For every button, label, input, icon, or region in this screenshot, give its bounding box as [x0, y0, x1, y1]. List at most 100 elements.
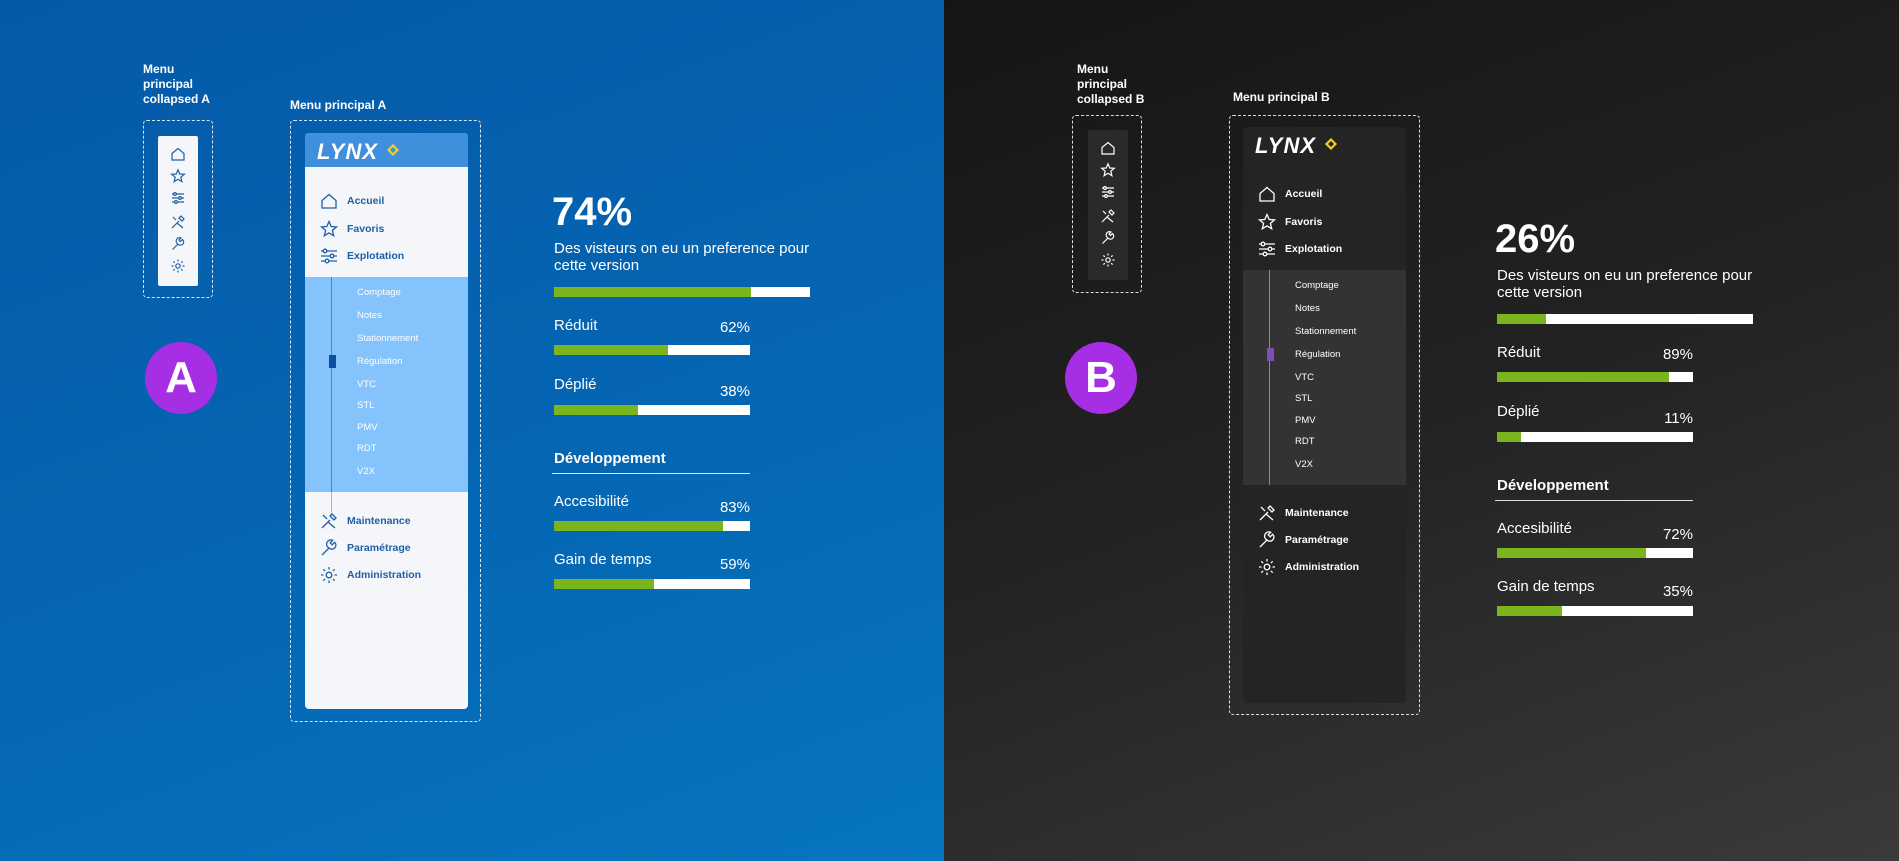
submenu-item-rdt[interactable]: RDT: [357, 443, 377, 454]
wrench-icon[interactable]: [1100, 230, 1116, 246]
menu-frame: [1229, 115, 1420, 715]
admin-gear-icon[interactable]: [170, 258, 186, 274]
menu-item-administration[interactable]: Administration: [319, 564, 421, 586]
submenu-item-regulation[interactable]: Régulation: [357, 356, 403, 367]
stat-bar-fill: [1497, 432, 1521, 442]
stat-bar-fill: [1497, 548, 1646, 558]
lynx-logo[interactable]: LYNX: [1255, 133, 1317, 158]
stat-bar-fill: [554, 521, 723, 531]
wrench-icon: [321, 539, 337, 556]
logo-mark-icon: [1325, 138, 1337, 150]
preference-description: Des visteurs on eu un preference pour ce…: [1497, 267, 1753, 301]
submenu-item-stl[interactable]: STL: [357, 400, 375, 411]
variant-b-panel: Menu principal collapsed B B Menu princi…: [944, 0, 1899, 861]
submenu-item-regulation[interactable]: Régulation: [1295, 349, 1341, 360]
stat-pct-accesibilite: 83%: [719, 499, 750, 516]
submenu-item-comptage[interactable]: Comptage: [1295, 280, 1339, 291]
submenu-item-rdt[interactable]: RDT: [1295, 436, 1315, 447]
collapsed-menu-frame: [1072, 115, 1142, 293]
home-icon: [321, 193, 337, 209]
menu-item-maintenance[interactable]: Maintenance: [319, 510, 411, 532]
section-divider: [1495, 500, 1693, 501]
submenu-item-pmv[interactable]: PMV: [357, 422, 378, 433]
submenu-item-vtc[interactable]: VTC: [357, 379, 376, 390]
preference-bar-fill: [1497, 314, 1546, 324]
stat-bar-fill: [1497, 606, 1562, 616]
submenu-item-comptage[interactable]: Comptage: [357, 287, 401, 298]
wrench-icon[interactable]: [170, 236, 186, 252]
submenu-explotation: Comptage Notes Stationnement Régulation …: [1243, 270, 1406, 485]
section-title-developpement: Développement: [554, 450, 666, 467]
sliders-icon[interactable]: [1100, 184, 1116, 200]
menu-caption: Menu principal A: [290, 98, 387, 112]
menu-header: LYNX: [1243, 127, 1406, 161]
menu-item-label: Maintenance: [1285, 507, 1349, 519]
menu-item-maintenance[interactable]: Maintenance: [1257, 502, 1349, 524]
home-icon[interactable]: [170, 146, 186, 162]
sliders-icon[interactable]: [170, 190, 186, 206]
preference-percentage: 26%: [1495, 217, 1576, 261]
submenu-line-tail: [331, 492, 332, 514]
submenu-item-notes[interactable]: Notes: [1295, 303, 1320, 314]
menu-item-explotation[interactable]: Explotation: [319, 245, 404, 267]
stat-pct-deplie: 11%: [1664, 410, 1693, 427]
home-icon: [1259, 186, 1275, 202]
admin-gear-icon[interactable]: [1100, 252, 1116, 268]
star-icon[interactable]: [1100, 162, 1116, 178]
menu-item-accueil[interactable]: Accueil: [1257, 183, 1322, 205]
variant-badge: B: [1065, 342, 1137, 414]
menu-item-administration[interactable]: Administration: [1257, 556, 1359, 578]
home-icon[interactable]: [1100, 140, 1116, 156]
menu-item-label: Explotation: [347, 250, 405, 262]
submenu-item-v2x[interactable]: V2X: [1295, 459, 1313, 470]
stats-block: 74% Des visteurs on eu un preference pou…: [552, 190, 812, 610]
main-menu-expanded: LYNX Accueil Favoris Explotation Comptag…: [305, 133, 468, 709]
section-title-developpement: Développement: [1497, 477, 1609, 494]
menu-item-explotation[interactable]: Explotation: [1257, 238, 1342, 260]
menu-item-label: Accueil: [347, 195, 385, 207]
star-icon[interactable]: [170, 168, 186, 184]
submenu-item-stl[interactable]: STL: [1295, 393, 1313, 404]
submenu-item-pmv[interactable]: PMV: [1295, 415, 1316, 426]
stat-bar-fill: [554, 345, 668, 355]
menu-item-favoris[interactable]: Favoris: [1257, 211, 1322, 233]
menu-item-label: Favoris: [347, 223, 385, 235]
stat-bar-deplie: [554, 405, 750, 415]
stat-label-accesibilite: Accesibilité: [554, 493, 630, 510]
stat-pct-gain-de-temps: 59%: [719, 556, 750, 573]
variant-badge: A: [145, 342, 217, 414]
menu-caption: Menu principal B: [1233, 90, 1330, 104]
stat-label-deplie: Déplié: [1497, 403, 1540, 420]
submenu-explotation: Comptage Notes Stationnement Régulation …: [305, 277, 468, 492]
stat-bar-fill: [554, 579, 654, 589]
logo-mark-icon: [387, 144, 399, 156]
menu-item-label: Paramétrage: [1285, 534, 1349, 546]
collapsed-menu-caption: Menu principal collapsed A: [143, 62, 210, 106]
menu-header: LYNX: [305, 133, 468, 167]
stat-label-reduit: Réduit: [554, 317, 598, 334]
submenu-item-vtc[interactable]: VTC: [1295, 372, 1314, 383]
menu-item-parametrage[interactable]: Paramétrage: [319, 537, 411, 559]
collapsed-menu-caption: Menu principal collapsed B: [1077, 62, 1145, 106]
submenu-item-stationnement[interactable]: Stationnement: [357, 333, 419, 344]
stat-label-accesibilite: Accesibilité: [1497, 520, 1573, 537]
stat-bar-gain-de-temps: [554, 579, 750, 589]
tools-icon[interactable]: [170, 214, 186, 230]
tools-icon[interactable]: [1100, 208, 1116, 224]
stat-bar-fill: [1497, 372, 1670, 382]
menu-item-label: Maintenance: [347, 515, 411, 527]
variant-a-panel: Menu principal collapsed A A Menu princi…: [0, 0, 944, 861]
submenu-item-stationnement[interactable]: Stationnement: [1295, 326, 1357, 337]
admin-gear-icon: [1259, 559, 1275, 575]
star-icon: [319, 219, 339, 238]
stat-bar-reduit: [554, 345, 750, 355]
wrench-icon: [1259, 531, 1275, 548]
menu-item-favoris[interactable]: Favoris: [319, 218, 384, 240]
menu-item-parametrage[interactable]: Paramétrage: [1257, 529, 1349, 551]
submenu-item-notes[interactable]: Notes: [357, 310, 382, 321]
preference-bar: [1497, 314, 1753, 324]
submenu-item-v2x[interactable]: V2X: [357, 466, 375, 477]
lynx-logo[interactable]: LYNX: [317, 139, 379, 164]
stat-pct-reduit: 89%: [1662, 346, 1693, 363]
menu-item-accueil[interactable]: Accueil: [319, 190, 384, 212]
